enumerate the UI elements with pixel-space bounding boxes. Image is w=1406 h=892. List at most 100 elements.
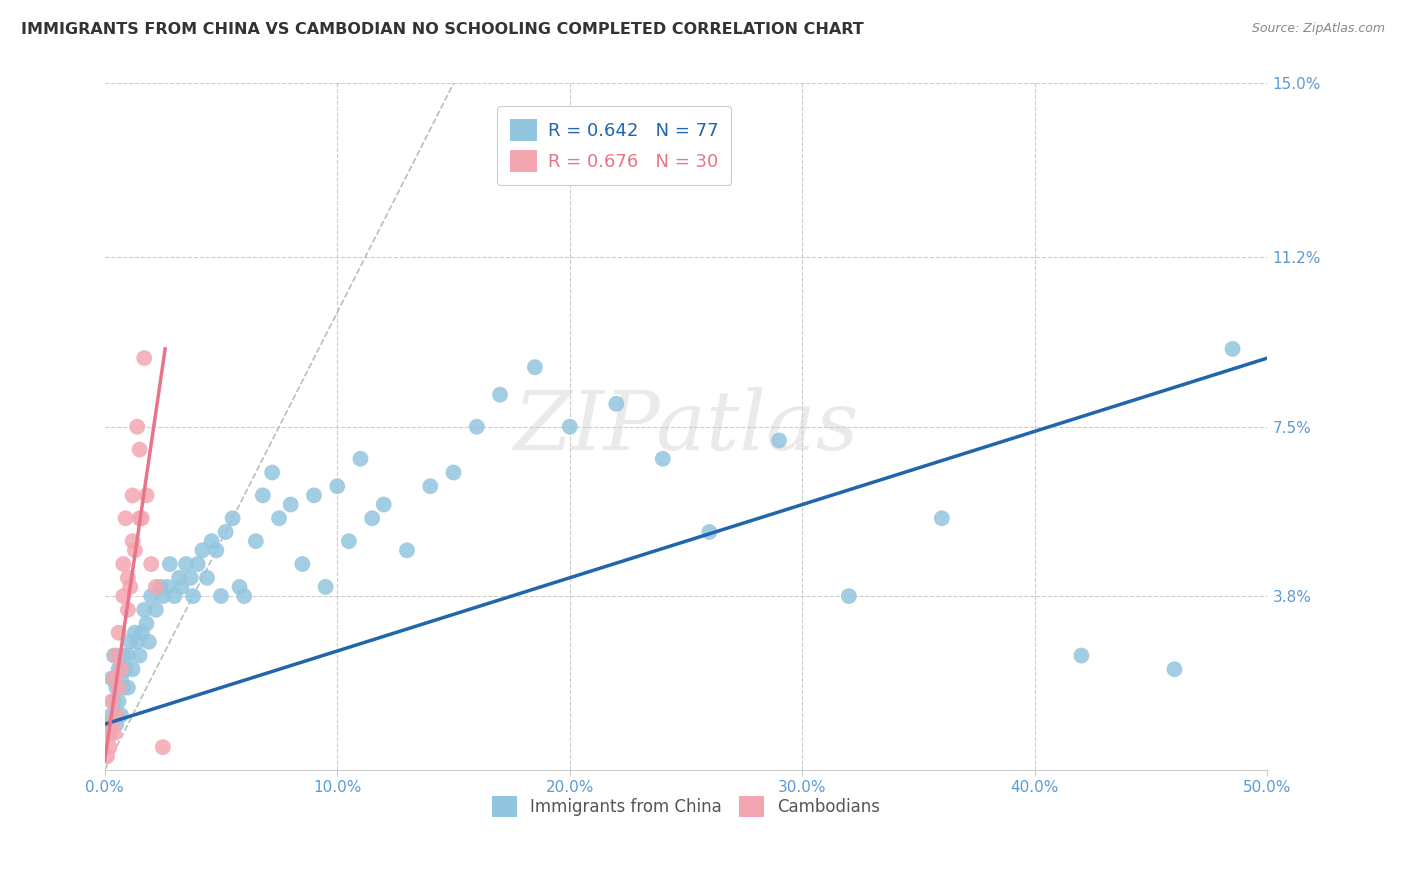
Point (96, 717, 118, 731)
Point (141, 589, 163, 603)
Point (605, 397, 627, 411)
Point (395, 543, 418, 558)
Point (221, 511, 243, 525)
Point (100, 717, 122, 731)
Point (465, 419, 488, 434)
Point (124, 543, 146, 558)
Point (135, 488, 157, 502)
Legend: Immigrants from China, Cambodians: Immigrants from China, Cambodians (485, 789, 887, 823)
Point (110, 708, 132, 723)
Point (131, 511, 153, 525)
Point (489, 387, 512, 401)
Point (145, 580, 167, 594)
Point (117, 571, 139, 585)
Point (103, 672, 125, 686)
Point (121, 662, 143, 676)
Point (117, 603, 139, 617)
Point (302, 488, 325, 502)
Point (195, 571, 218, 585)
Point (651, 451, 673, 466)
Point (558, 419, 581, 434)
Point (134, 603, 156, 617)
Point (145, 603, 167, 617)
Text: Source: ZipAtlas.com: Source: ZipAtlas.com (1251, 22, 1385, 36)
Point (201, 534, 224, 549)
Point (128, 648, 150, 663)
Point (103, 726, 125, 740)
Point (98, 726, 121, 740)
Point (181, 589, 204, 603)
Point (121, 488, 143, 502)
Point (228, 580, 250, 594)
Point (252, 488, 274, 502)
Point (112, 589, 135, 603)
Point (174, 557, 197, 571)
Point (100, 694, 122, 708)
Point (96, 749, 118, 764)
Point (361, 511, 384, 525)
Point (141, 557, 163, 571)
Point (105, 648, 128, 663)
Point (124, 625, 146, 640)
Point (149, 580, 172, 594)
Point (205, 543, 228, 558)
Point (209, 589, 232, 603)
Point (107, 681, 129, 695)
Point (326, 479, 349, 493)
Point (214, 524, 236, 539)
Point (262, 466, 284, 480)
Point (103, 694, 125, 708)
Point (697, 524, 720, 539)
Point (180, 571, 202, 585)
Point (191, 543, 214, 558)
Point (1070, 648, 1092, 663)
Point (121, 534, 143, 549)
Point (105, 708, 128, 723)
Point (110, 662, 132, 676)
Point (127, 635, 149, 649)
Point (98, 740, 121, 755)
Point (135, 616, 157, 631)
Point (187, 557, 209, 571)
Point (98, 726, 121, 740)
Point (1163, 662, 1185, 676)
Point (112, 681, 135, 695)
Point (128, 511, 150, 525)
Point (159, 557, 181, 571)
Point (443, 466, 465, 480)
Point (107, 694, 129, 708)
Point (107, 662, 129, 676)
Point (1222, 342, 1244, 356)
Point (100, 708, 122, 723)
Point (112, 648, 135, 663)
Point (117, 648, 139, 663)
Point (105, 681, 128, 695)
Point (163, 589, 186, 603)
Point (931, 511, 953, 525)
Point (315, 580, 337, 594)
Point (269, 511, 291, 525)
Text: ZIPatlas: ZIPatlas (513, 387, 859, 467)
Point (134, 351, 156, 365)
Point (120, 635, 142, 649)
Point (280, 498, 302, 512)
Point (120, 580, 142, 594)
Point (838, 589, 860, 603)
Point (138, 635, 160, 649)
Point (152, 589, 174, 603)
Point (127, 419, 149, 434)
Point (131, 625, 153, 640)
Point (768, 434, 790, 448)
Point (291, 557, 314, 571)
Point (128, 442, 150, 457)
Point (337, 534, 360, 549)
Point (117, 681, 139, 695)
Point (100, 672, 122, 686)
Point (170, 580, 193, 594)
Point (110, 672, 132, 686)
Point (114, 511, 136, 525)
Text: IMMIGRANTS FROM CHINA VS CAMBODIAN NO SCHOOLING COMPLETED CORRELATION CHART: IMMIGRANTS FROM CHINA VS CAMBODIAN NO SC… (21, 22, 863, 37)
Point (105, 717, 128, 731)
Point (152, 740, 174, 755)
Point (233, 589, 256, 603)
